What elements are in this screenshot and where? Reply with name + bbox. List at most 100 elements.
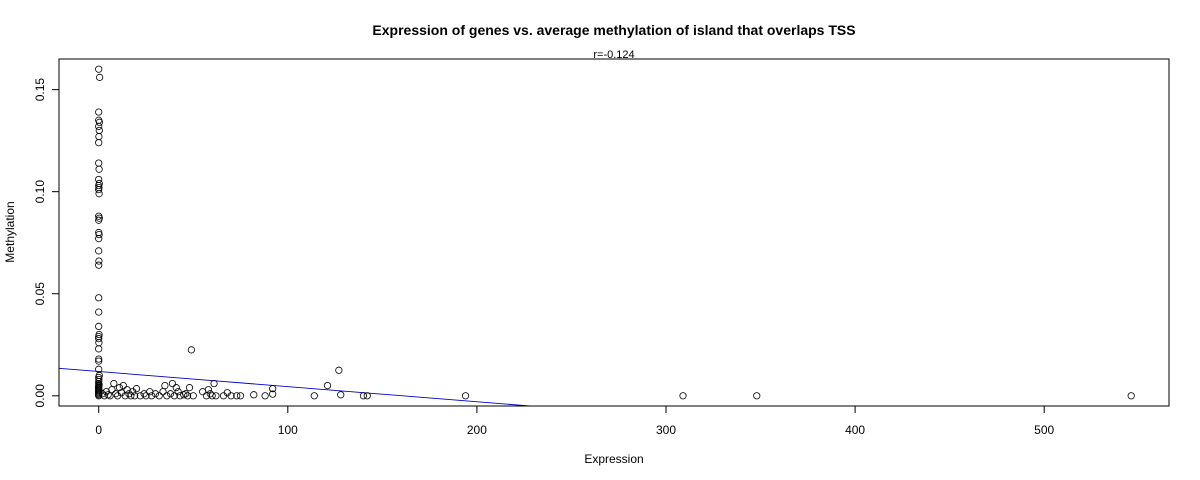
data-point bbox=[98, 390, 107, 398]
data-point bbox=[108, 386, 116, 394]
data-point bbox=[115, 384, 124, 392]
y-tick-label: 0.10 bbox=[33, 180, 47, 204]
data-point bbox=[95, 186, 103, 194]
data-point bbox=[95, 355, 103, 363]
data-point bbox=[310, 392, 318, 400]
data-point bbox=[95, 339, 103, 347]
x-tick-label: 300 bbox=[656, 423, 676, 437]
data-point bbox=[250, 391, 258, 399]
data-point bbox=[170, 392, 178, 400]
regression-line bbox=[59, 367, 536, 406]
x-tick-label: 400 bbox=[845, 423, 865, 437]
data-point bbox=[180, 391, 188, 399]
data-point bbox=[95, 294, 103, 302]
data-point bbox=[95, 159, 103, 167]
data-point bbox=[100, 392, 108, 400]
data-point bbox=[151, 390, 160, 398]
data-point bbox=[679, 392, 687, 400]
data-point bbox=[187, 346, 195, 354]
data-point bbox=[95, 247, 103, 255]
data-point bbox=[104, 391, 112, 399]
data-point bbox=[95, 257, 103, 265]
data-point bbox=[204, 386, 212, 394]
x-tick-label: 200 bbox=[467, 423, 487, 437]
data-point bbox=[95, 108, 103, 116]
data-point bbox=[236, 392, 245, 400]
data-point bbox=[136, 392, 144, 400]
data-point bbox=[161, 381, 169, 390]
data-point bbox=[110, 379, 118, 388]
data-point bbox=[159, 388, 167, 396]
x-tick-label: 100 bbox=[278, 423, 298, 437]
data-point bbox=[183, 392, 192, 400]
data-point bbox=[119, 381, 127, 390]
x-tick-label: 500 bbox=[1034, 423, 1054, 437]
data-point bbox=[95, 165, 103, 173]
data-point bbox=[753, 392, 761, 400]
data-point bbox=[359, 392, 368, 400]
data-point bbox=[95, 190, 103, 198]
data-point bbox=[131, 392, 139, 400]
data-point bbox=[155, 392, 163, 400]
data-point bbox=[269, 390, 277, 398]
data-point bbox=[95, 216, 103, 224]
data-point bbox=[95, 335, 103, 343]
data-point bbox=[95, 322, 103, 330]
data-point bbox=[95, 235, 103, 243]
x-tick-label: 0 bbox=[95, 423, 102, 437]
data-point bbox=[95, 261, 103, 269]
data-point bbox=[132, 385, 141, 393]
data-point bbox=[168, 379, 177, 388]
data-point bbox=[1127, 392, 1135, 400]
y-tick-label: 0.05 bbox=[33, 282, 47, 306]
data-point bbox=[127, 392, 135, 400]
data-point bbox=[95, 181, 103, 190]
data-point bbox=[174, 388, 182, 396]
data-point bbox=[148, 392, 156, 400]
data-point bbox=[212, 392, 220, 400]
data-point bbox=[172, 384, 180, 392]
data-point bbox=[210, 379, 218, 388]
data-point bbox=[227, 392, 235, 400]
data-point bbox=[95, 118, 104, 126]
data-point bbox=[335, 366, 343, 374]
data-point bbox=[95, 139, 103, 147]
y-axis-label: Methylation bbox=[3, 201, 17, 262]
data-point bbox=[95, 230, 103, 239]
data-point bbox=[95, 392, 103, 400]
data-point bbox=[163, 392, 171, 400]
data-point bbox=[95, 126, 103, 135]
data-point bbox=[269, 385, 277, 393]
data-point bbox=[323, 381, 332, 390]
data-point bbox=[337, 391, 345, 399]
y-tick-label: 0.15 bbox=[33, 78, 47, 102]
data-point bbox=[95, 122, 103, 130]
plot-frame bbox=[58, 58, 1170, 407]
y-tick-label: 0.00 bbox=[33, 384, 47, 408]
data-point bbox=[461, 392, 470, 400]
data-point bbox=[208, 392, 216, 400]
data-point bbox=[261, 392, 269, 400]
x-axis: 0 100 200 300 400 500 bbox=[95, 405, 1055, 437]
x-axis-label: Expression bbox=[584, 452, 643, 466]
data-point bbox=[233, 392, 241, 400]
data-point bbox=[96, 73, 104, 81]
chart-title: Expression of genes vs. average methylat… bbox=[372, 22, 855, 38]
data-point bbox=[95, 308, 103, 316]
data-point bbox=[185, 384, 194, 392]
data-point bbox=[182, 390, 190, 398]
y-axis: 0.00 0.05 0.10 0.15 bbox=[33, 78, 60, 408]
data-point bbox=[142, 392, 150, 400]
points-group bbox=[95, 65, 1135, 400]
data-point bbox=[166, 390, 175, 398]
chart-subtitle: r=-0.124 bbox=[593, 49, 634, 61]
data-point bbox=[95, 65, 103, 73]
data-point bbox=[95, 357, 103, 365]
regression-line-group bbox=[59, 367, 536, 406]
data-point bbox=[112, 390, 120, 398]
data-point bbox=[95, 132, 103, 141]
data-point bbox=[363, 392, 371, 400]
data-point bbox=[189, 392, 197, 400]
data-point bbox=[95, 345, 103, 353]
